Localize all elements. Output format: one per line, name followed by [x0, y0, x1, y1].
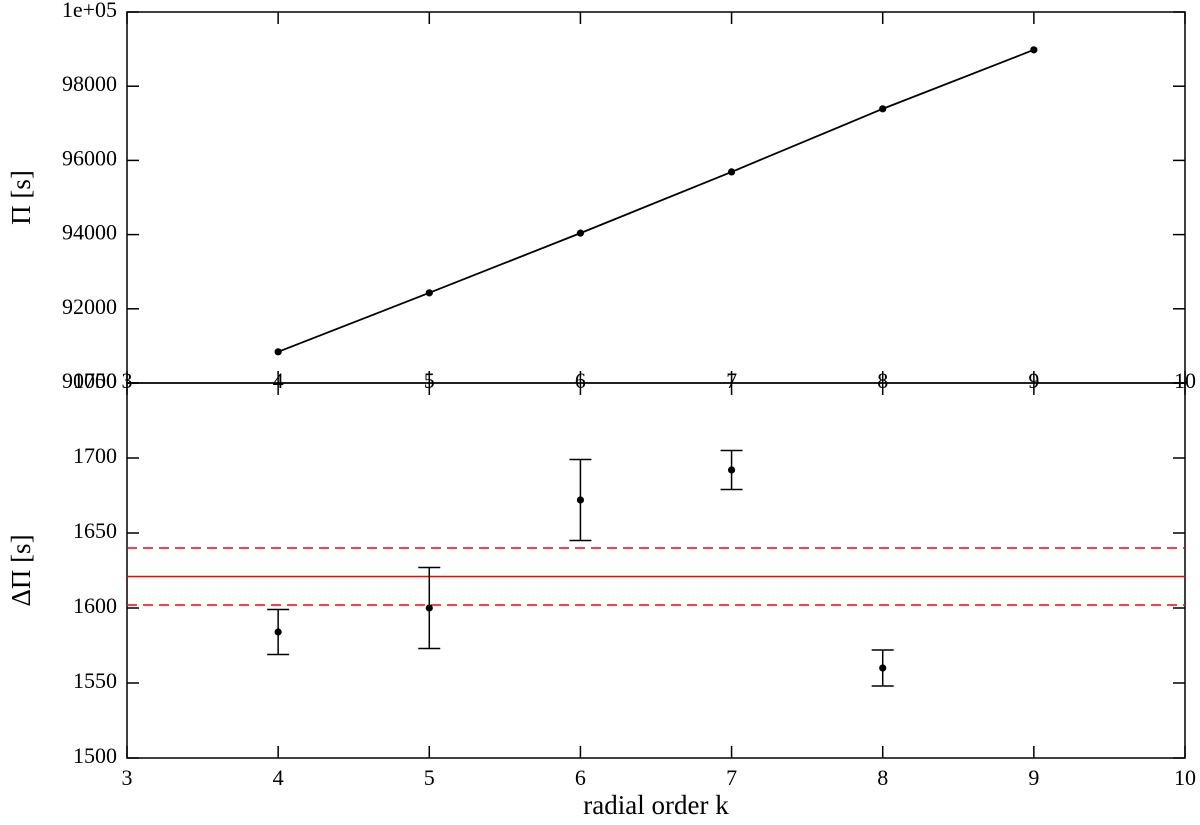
x-tick-label: 9	[1028, 368, 1039, 393]
data-point	[576, 229, 585, 237]
y-tick-label: 1650	[73, 518, 117, 543]
series-line	[277, 49, 1035, 353]
x-tick-label: 3	[122, 368, 133, 393]
x-tick-label: 3	[122, 765, 133, 790]
x-tick-label: 9	[1028, 765, 1039, 790]
x-tick-label: 10	[1174, 765, 1196, 790]
x-tick-label: 4	[273, 368, 284, 393]
x-tick-label: 5	[424, 765, 435, 790]
x-tick-label: 8	[877, 368, 888, 393]
y-tick-label: 1700	[73, 443, 117, 468]
data-point	[274, 628, 282, 636]
data-point	[727, 168, 736, 176]
y-tick-label: 96000	[62, 145, 117, 170]
y-tick-label: 1600	[73, 593, 117, 618]
y-axis-title: Π [s]	[6, 170, 36, 225]
y-tick-label: 1550	[73, 668, 117, 693]
x-tick-label: 8	[877, 765, 888, 790]
y-tick-label: 1500	[73, 743, 117, 768]
data-point	[1030, 46, 1038, 54]
x-tick-label: 10	[1174, 368, 1196, 393]
y-tick-label: 98000	[62, 71, 117, 96]
data-point	[576, 496, 585, 504]
data-point	[879, 105, 887, 113]
x-tick-label: 7	[726, 368, 737, 393]
data-point	[274, 348, 282, 356]
plot-frame	[126, 382, 1186, 759]
y-tick-label: 1750	[73, 368, 117, 393]
y-tick-label: 1e+05	[62, 0, 117, 22]
data-point	[727, 466, 736, 474]
x-tick-label: 7	[726, 765, 737, 790]
x-tick-label: 6	[575, 765, 586, 790]
data-point	[425, 289, 433, 297]
x-tick-label: 5	[424, 368, 435, 393]
plot-frame	[126, 11, 1186, 384]
data-point	[879, 664, 887, 672]
x-tick-label: 4	[273, 765, 284, 790]
y-tick-label: 90000	[62, 368, 117, 393]
y-tick-label: 92000	[62, 294, 117, 319]
x-tick-label: 6	[575, 368, 586, 393]
y-tick-label: 94000	[62, 220, 117, 245]
y-axis-title: ΔΠ [s]	[6, 534, 36, 606]
x-axis-title: radial order k	[583, 790, 729, 820]
data-point	[425, 604, 433, 612]
